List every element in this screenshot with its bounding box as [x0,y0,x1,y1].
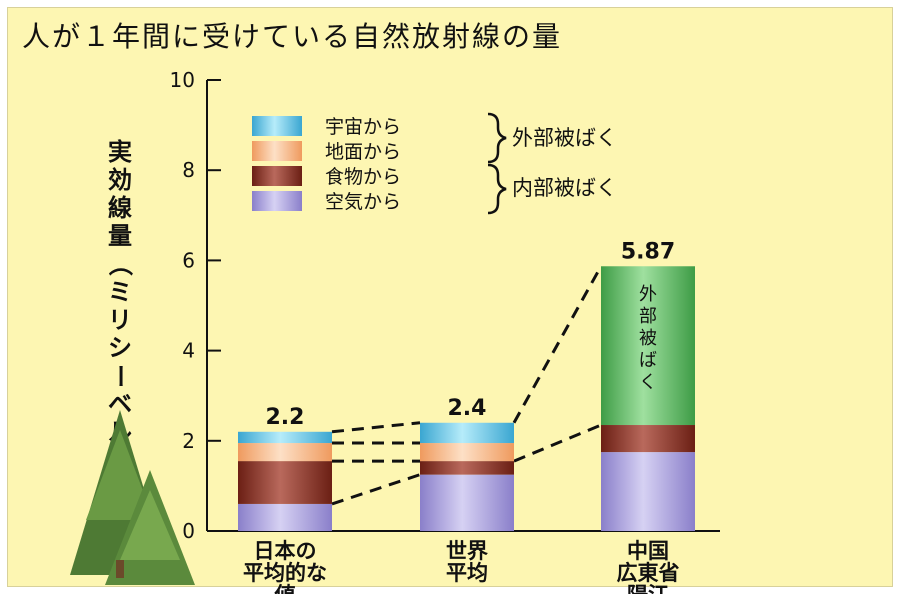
category-label: 陽江 [627,583,669,594]
y-axis-label-char: 効 [108,166,132,194]
bar-segment [238,461,332,504]
bar-segment [420,474,514,531]
category-label: 中国 [627,539,669,563]
bar-segment [601,452,695,531]
bar-annotation-char: ば [639,350,657,371]
bar-segment [420,461,514,475]
category-label: 世界 [446,539,488,563]
legend-brace [487,112,507,164]
y-axis-label-char: 線 [108,194,132,222]
bar-annotation: 外部被ばく [639,284,657,393]
category-label: 平均 [446,561,488,585]
category-label: 平均的な [243,561,327,585]
bar-annotation-char: 部 [639,306,657,327]
y-tick-label: 8 [182,158,195,182]
legend-label: 地面から [325,141,401,163]
bar-group [238,266,695,531]
bar-segment [238,503,332,531]
total-label: 2.4 [448,396,487,421]
legend-swatch [252,166,302,186]
legend-swatch [252,141,302,161]
category-label: 広東省 [617,561,680,585]
bar-segment [601,266,695,426]
category-label: 日本の [254,539,317,563]
bar-segment [420,443,514,462]
y-axis-label-char: ミ [108,278,132,306]
connector-line [331,473,421,506]
category-label: 値 [274,583,296,594]
legend-label: 空気から [325,191,401,213]
y-tick-label: 0 [182,519,195,543]
legend-label: 食物から [325,166,401,188]
y-tick-label: 6 [182,248,195,272]
y-axis-label-char: シ [108,334,132,362]
y-axis-label-char: 量 [108,222,132,250]
bar-annotation-char: 外 [639,284,657,305]
total-label: 5.87 [621,239,675,264]
bar-annotation-char: 被 [639,328,657,349]
bar-segment [420,422,514,444]
connector-line [331,421,421,434]
connector-line [512,265,603,424]
legend-swatch [252,116,302,136]
y-axis-label-char: ー [106,364,134,388]
y-tick-label: 2 [182,429,195,453]
legend-group-label: 外部被ばく [512,126,617,150]
total-labels: 2.2 2.4 5.87 [266,239,676,430]
legend-label: 宇宙から [325,116,401,138]
connector-lines [331,265,603,506]
legend-swatch [252,191,302,211]
bar-segment [238,431,332,444]
y-tick-label: 4 [182,339,195,363]
legend-group-label: 内部被ばく [512,176,617,200]
y-tick-label: 10 [170,68,195,92]
y-axis-label-char: （ [106,252,134,276]
legend-brace [487,163,507,215]
y-axis-label-char: 実 [108,138,132,166]
bar-segment [601,425,695,453]
tree-illustration [70,410,195,585]
y-axis-label-char: リ [108,306,132,334]
total-label: 2.2 [266,405,305,430]
bar-segment [238,443,332,462]
bar-annotation-char: く [639,372,657,393]
chart-title: 人が１年間に受けている自然放射線の量 [22,20,562,53]
connector-line [513,423,602,463]
